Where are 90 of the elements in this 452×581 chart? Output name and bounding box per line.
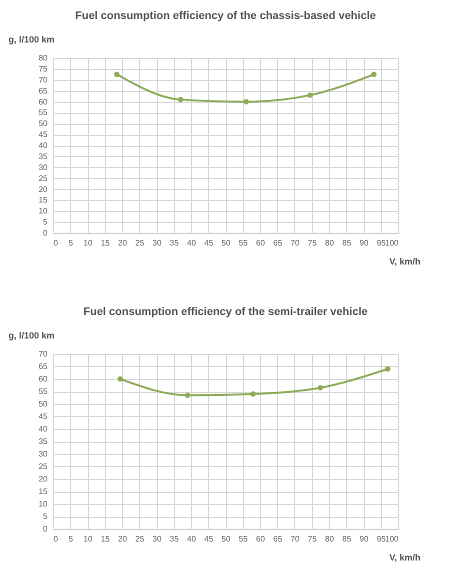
x-tick-label: 35 <box>170 238 180 248</box>
y-tick-label: 55 <box>38 108 48 118</box>
x-tick-label: 95 <box>376 534 386 544</box>
x-tick-label: 25 <box>135 534 145 544</box>
x-axis-title: V, km/h <box>389 552 420 562</box>
x-tick-label: 85 <box>342 534 352 544</box>
y-tick-label: 0 <box>43 524 48 534</box>
x-tick-label: 40 <box>187 534 196 544</box>
chart-title: Fuel consumption efficiency of the semi-trailer vehicle <box>83 306 368 318</box>
x-tick-label: 5 <box>68 238 74 248</box>
y-tick-label: 20 <box>38 474 48 484</box>
point <box>250 391 256 397</box>
x-tick-label: 30 <box>152 238 162 248</box>
y-tick-label: 35 <box>38 152 48 161</box>
y-tick-label: 70 <box>38 75 48 84</box>
y-tick-label: 75 <box>38 64 48 74</box>
x-tick-label: 35 <box>170 534 180 544</box>
y-tick-label: 65 <box>38 86 48 96</box>
y-tick-label: 50 <box>38 400 48 408</box>
point <box>178 96 184 102</box>
x-tick-label: 90 <box>360 238 369 248</box>
y-tick-label: 60 <box>38 374 48 384</box>
y-tick-label: 45 <box>38 130 48 140</box>
x-tick-label: 90 <box>360 534 369 544</box>
x-tick-label: 70 <box>290 238 300 248</box>
y-tick-label: 10 <box>38 206 48 216</box>
x-tick-label: 80 <box>325 238 334 248</box>
y-tick-label: 60 <box>38 97 48 106</box>
point <box>118 376 124 382</box>
y-tick-label: 10 <box>38 500 48 508</box>
x-tick-label: 30 <box>152 534 162 544</box>
point <box>307 92 313 98</box>
point <box>371 72 377 78</box>
point <box>243 99 249 104</box>
y-tick-label: 70 <box>38 350 48 358</box>
y-axis-title: g, l/100 km <box>8 330 55 340</box>
y-tick-label: 45 <box>38 412 48 421</box>
x-tick-label: 70 <box>290 534 300 544</box>
y-tick-label: 65 <box>38 362 48 371</box>
x-tick-label: 65 <box>273 238 283 248</box>
x-tick-label: 0 <box>54 534 58 544</box>
x-tick-label: 50 <box>222 238 231 248</box>
y-tick-label: 40 <box>38 141 48 150</box>
x-tick-label: 0 <box>54 238 58 248</box>
y-tick-label: 55 <box>38 387 48 396</box>
x-tick-label: 95 <box>376 238 386 248</box>
x-tick-label: 25 <box>135 238 145 248</box>
x-tick-label: 20 <box>118 238 128 248</box>
y-tick-label: 20 <box>38 184 48 194</box>
y-tick-label: 5 <box>43 218 48 227</box>
x-tick-label: 10 <box>84 534 93 544</box>
x-tick-label: 60 <box>256 534 266 544</box>
x-tick-label: 60 <box>256 238 266 248</box>
x-tick-label: 65 <box>273 534 283 544</box>
point <box>318 385 324 390</box>
point <box>384 366 390 372</box>
x-axis-title: V, km/h <box>389 256 420 266</box>
x-tick-label: 45 <box>204 238 214 248</box>
point <box>184 392 190 398</box>
x-tick-label: 80 <box>325 534 334 544</box>
y-tick-label: 15 <box>38 196 48 205</box>
y-tick-label: 30 <box>38 162 48 172</box>
y-tick-label: 5 <box>43 512 48 521</box>
x-tick-label: 100 <box>385 534 400 544</box>
x-tick-label: 40 <box>187 238 196 248</box>
x-tick-label: 15 <box>100 238 110 248</box>
x-tick-label: 75 <box>308 238 318 248</box>
x-tick-label: 50 <box>222 534 231 544</box>
y-tick-label: 80 <box>38 54 48 62</box>
x-tick-label: 85 <box>342 238 352 248</box>
x-tick-label: 5 <box>68 534 74 544</box>
y-tick-label: 35 <box>38 437 48 446</box>
y-tick-label: 50 <box>38 119 48 128</box>
y-tick-label: 25 <box>38 174 48 183</box>
x-tick-label: 100 <box>385 238 400 248</box>
y-tick-label: 25 <box>38 462 48 471</box>
x-tick-label: 75 <box>308 534 318 544</box>
point <box>114 72 120 78</box>
x-tick-label: 20 <box>118 534 128 544</box>
x-tick-label: 55 <box>238 238 248 248</box>
x-tick-label: 55 <box>238 534 248 544</box>
x-tick-label: 10 <box>84 238 93 248</box>
chart-title: Fuel consumption efficiency of the chassis-based vehicle <box>75 10 376 22</box>
y-axis-title: g, l/100 km <box>8 34 55 44</box>
y-tick-label: 0 <box>43 228 48 238</box>
y-tick-label: 40 <box>38 424 48 434</box>
x-tick-label: 45 <box>204 534 214 544</box>
x-tick-label: 15 <box>100 534 110 544</box>
y-tick-label: 15 <box>38 487 48 496</box>
y-tick-label: 30 <box>38 450 48 458</box>
